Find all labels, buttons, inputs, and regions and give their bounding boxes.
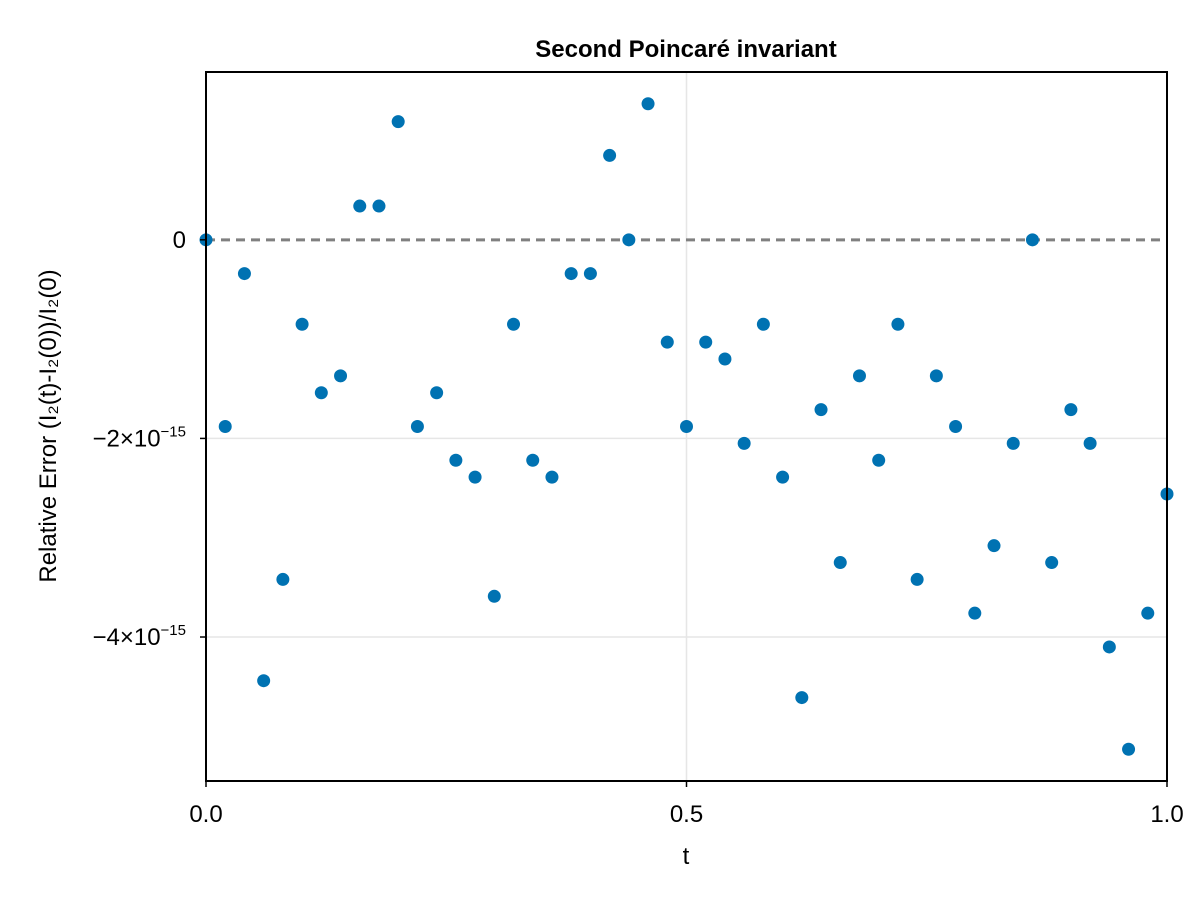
data-point xyxy=(1141,606,1155,620)
data-point xyxy=(814,403,828,417)
data-point xyxy=(776,470,790,484)
data-point xyxy=(487,589,501,603)
data-point xyxy=(295,317,309,331)
data-point xyxy=(756,317,770,331)
data-point xyxy=(334,369,348,383)
data-point xyxy=(910,572,924,586)
x-axis-ticks: 0.0 0.5 1.0 xyxy=(189,781,1184,828)
data-point xyxy=(1045,556,1059,570)
data-point xyxy=(852,369,866,383)
data-point xyxy=(237,267,251,281)
data-point xyxy=(968,606,982,620)
data-point xyxy=(468,470,482,484)
x-tick-label: 1.0 xyxy=(1150,801,1183,828)
x-axis-label: t xyxy=(683,843,690,870)
data-point xyxy=(833,556,847,570)
data-point xyxy=(1102,640,1116,654)
data-point xyxy=(1025,233,1039,247)
y-axis-ticks: 0 −2×10−15 −4×10−15 xyxy=(92,227,206,651)
data-point xyxy=(660,335,674,349)
data-point xyxy=(872,453,886,467)
data-point xyxy=(526,453,540,467)
data-point xyxy=(372,199,386,213)
data-point xyxy=(314,386,328,400)
data-point xyxy=(1122,742,1136,756)
data-points xyxy=(199,97,1174,756)
data-point xyxy=(929,369,943,383)
data-point xyxy=(641,97,655,111)
data-point xyxy=(622,233,636,247)
chart-title: Second Poincaré invariant xyxy=(535,36,836,63)
data-point xyxy=(987,539,1001,553)
data-point xyxy=(218,420,232,433)
y-axis-label: Relative Error (I₂(t)-I₂(0))/I₂(0) xyxy=(35,269,62,582)
data-point xyxy=(1006,436,1020,450)
data-point xyxy=(583,267,597,281)
data-point xyxy=(391,115,405,129)
data-point xyxy=(1083,436,1097,450)
y-tick-label: −2×10−15 xyxy=(92,423,186,452)
data-point xyxy=(795,691,809,705)
data-point xyxy=(718,352,732,366)
data-point xyxy=(949,420,963,433)
data-point xyxy=(430,386,444,400)
x-tick-label: 0.0 xyxy=(189,801,222,828)
data-point xyxy=(449,453,463,467)
data-point xyxy=(276,572,290,586)
data-point xyxy=(680,420,693,433)
data-point xyxy=(257,674,271,688)
data-point xyxy=(1064,403,1078,417)
x-tick-label: 0.5 xyxy=(670,801,703,828)
data-point xyxy=(603,148,617,162)
data-point xyxy=(737,436,751,450)
y-tick-label: −4×10−15 xyxy=(92,622,186,651)
y-tick-label: 0 xyxy=(173,227,186,254)
data-point xyxy=(507,317,521,331)
data-point xyxy=(699,335,713,349)
data-point xyxy=(353,199,367,213)
data-point xyxy=(410,420,424,433)
data-point xyxy=(545,470,559,484)
data-point xyxy=(564,267,578,281)
data-point xyxy=(891,317,905,331)
